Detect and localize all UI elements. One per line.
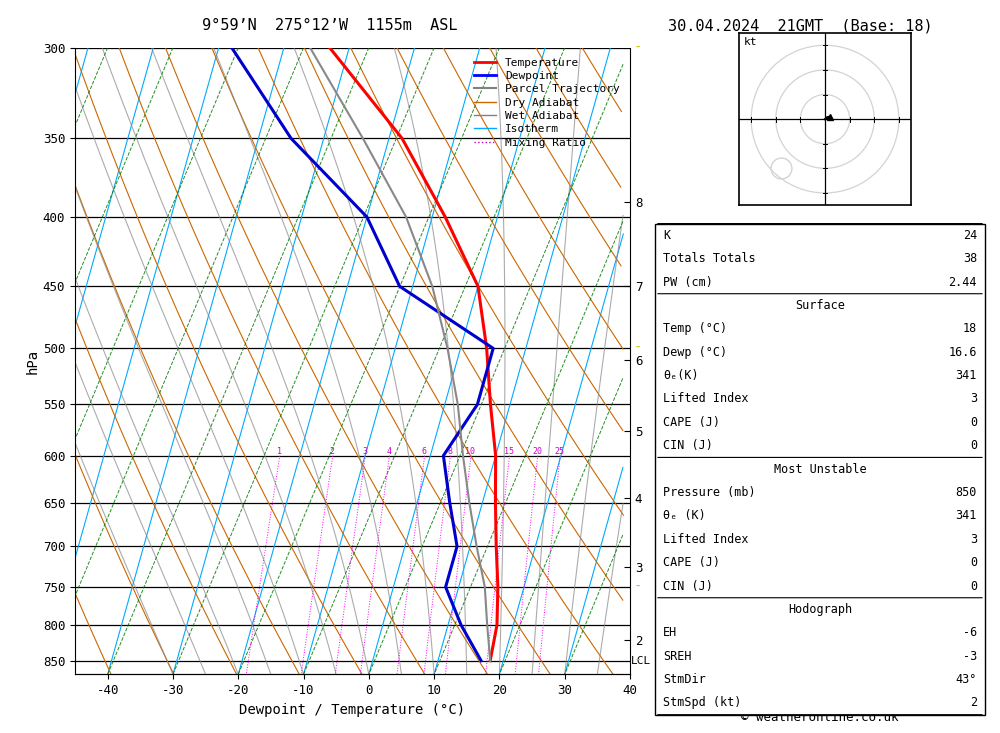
Text: θₑ (K): θₑ (K) [663, 509, 706, 523]
Text: CAPE (J): CAPE (J) [663, 416, 720, 429]
Text: 25: 25 [555, 446, 565, 455]
Text: 30.04.2024  21GMT  (Base: 18): 30.04.2024 21GMT (Base: 18) [668, 18, 932, 33]
Text: Lifted Index: Lifted Index [663, 533, 748, 546]
Text: -: - [634, 654, 642, 668]
Text: -: - [634, 580, 642, 594]
Text: Dewp (°C): Dewp (°C) [663, 346, 727, 358]
Text: Most Unstable: Most Unstable [774, 463, 866, 476]
Text: -6: -6 [963, 626, 977, 639]
Text: LCL: LCL [631, 656, 651, 666]
Text: 0: 0 [970, 416, 977, 429]
Text: 24: 24 [963, 229, 977, 242]
Text: -: - [634, 40, 642, 55]
Text: 18: 18 [963, 323, 977, 335]
Text: 43°: 43° [956, 673, 977, 686]
Text: StmSpd (kt): StmSpd (kt) [663, 696, 741, 710]
Text: K: K [663, 229, 670, 242]
Text: 16.6: 16.6 [948, 346, 977, 358]
Text: 341: 341 [956, 509, 977, 523]
Y-axis label: hPa: hPa [26, 348, 40, 374]
Text: -: - [634, 496, 642, 509]
Text: -3: -3 [963, 649, 977, 663]
Text: PW (cm): PW (cm) [663, 276, 713, 289]
X-axis label: Dewpoint / Temperature (°C): Dewpoint / Temperature (°C) [239, 703, 466, 717]
Text: 10: 10 [465, 446, 475, 455]
Text: Temp (°C): Temp (°C) [663, 323, 727, 335]
Text: EH: EH [663, 626, 677, 639]
Text: StmDir: StmDir [663, 673, 706, 686]
Text: 20: 20 [532, 446, 542, 455]
Text: 9°59’N  275°12’W  1155m  ASL: 9°59’N 275°12’W 1155m ASL [202, 18, 458, 33]
Text: -: - [634, 342, 642, 356]
Text: Totals Totals: Totals Totals [663, 252, 756, 265]
Text: Mixing Ratio (g/kg): Mixing Ratio (g/kg) [702, 321, 715, 463]
Text: SREH: SREH [663, 649, 692, 663]
Text: 1: 1 [277, 446, 282, 455]
Text: Pressure (mb): Pressure (mb) [663, 486, 756, 499]
Text: 2: 2 [970, 696, 977, 710]
Text: 0: 0 [970, 580, 977, 592]
Text: Hodograph: Hodograph [788, 603, 852, 616]
Text: 2: 2 [329, 446, 334, 455]
Text: 15: 15 [504, 446, 514, 455]
Text: 3: 3 [970, 392, 977, 405]
Text: 38: 38 [963, 252, 977, 265]
Text: 2.44: 2.44 [948, 276, 977, 289]
Text: CAPE (J): CAPE (J) [663, 556, 720, 569]
Text: 0: 0 [970, 439, 977, 452]
Text: θₑ(K): θₑ(K) [663, 369, 699, 382]
Text: 850: 850 [956, 486, 977, 499]
Text: 4: 4 [386, 446, 391, 455]
Text: 6: 6 [421, 446, 426, 455]
Text: © weatheronline.co.uk: © weatheronline.co.uk [741, 711, 899, 724]
Text: 341: 341 [956, 369, 977, 382]
Legend: Temperature, Dewpoint, Parcel Trajectory, Dry Adiabat, Wet Adiabat, Isotherm, Mi: Temperature, Dewpoint, Parcel Trajectory… [470, 54, 624, 152]
Text: kt: kt [744, 37, 757, 48]
Text: CIN (J): CIN (J) [663, 580, 713, 592]
Text: 0: 0 [970, 556, 977, 569]
Text: 3: 3 [362, 446, 367, 455]
Text: Surface: Surface [795, 299, 845, 312]
Text: CIN (J): CIN (J) [663, 439, 713, 452]
Text: 3: 3 [970, 533, 977, 546]
Text: Lifted Index: Lifted Index [663, 392, 748, 405]
Text: 8: 8 [447, 446, 452, 455]
